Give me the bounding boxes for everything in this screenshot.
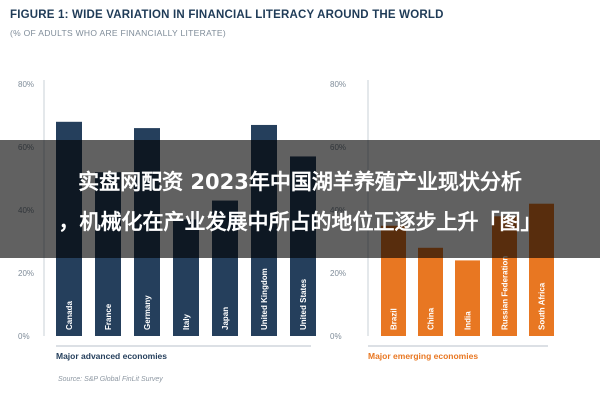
bar-category-label: India: [464, 311, 473, 330]
panel-group-label: Major advanced economies: [56, 351, 167, 361]
bar-category-label: China: [427, 307, 436, 330]
chart-subtitle: (% OF ADULTS WHO ARE FINANCIALLY LITERAT…: [10, 28, 227, 38]
bar-emerging: [418, 247, 443, 336]
overlay-headline-line-2: ，机械化在产业发展中所占的地位正逐步上升「图」: [58, 210, 542, 234]
overlay-headline-line-1: 实盘网配资 2023年中国湖羊养殖产业现状分析: [78, 170, 522, 194]
y-tick-label: 0%: [18, 332, 30, 341]
bar-category-label: France: [104, 303, 113, 330]
y-tick-label: 20%: [330, 269, 346, 278]
bar-category-label: South Africa: [538, 282, 547, 330]
bar-emerging: [455, 260, 480, 336]
y-tick-label: 80%: [18, 80, 34, 89]
bar-category-label: Brazil: [390, 308, 399, 330]
y-tick-label: 20%: [18, 269, 34, 278]
chart-title: FIGURE 1: WIDE VARIATION IN FINANCIAL LI…: [10, 9, 444, 21]
bar-category-label: Italy: [182, 313, 191, 330]
headline-overlay: 实盘网配资 2023年中国湖羊养殖产业现状分析 ，机械化在产业发展中所占的地位正…: [0, 140, 600, 258]
y-tick-label: 80%: [330, 80, 346, 89]
panel-group-label: Major emerging economies: [368, 351, 478, 361]
source-note: Source: S&P Global FinLit Survey: [58, 376, 163, 383]
bar-category-label: Germany: [143, 295, 152, 330]
bar-category-label: Japan: [221, 307, 230, 330]
y-tick-label: 0%: [330, 332, 342, 341]
bar-category-label: United Kingdom: [260, 268, 269, 330]
bar-category-label: Canada: [65, 301, 74, 330]
bar-category-label: United States: [299, 278, 308, 330]
bar-category-label: Russian Federation: [501, 256, 510, 330]
